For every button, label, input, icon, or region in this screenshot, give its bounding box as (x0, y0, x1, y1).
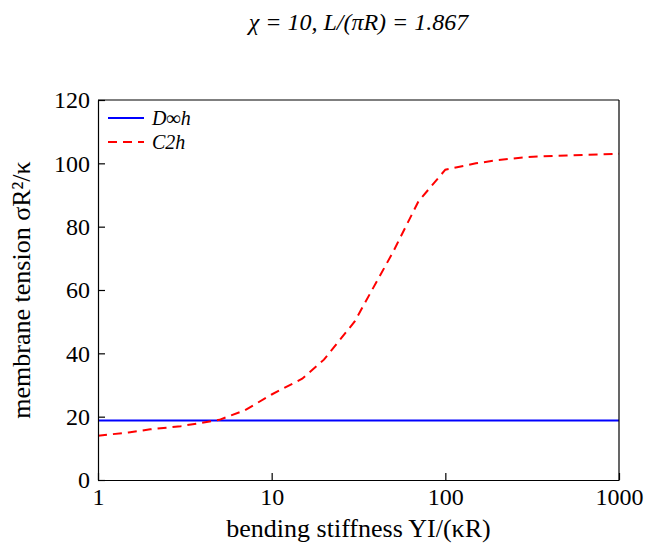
tick-mark (98, 480, 105, 481)
tick-mark (98, 353, 105, 354)
tick-label: 100 (54, 151, 90, 177)
title: χ = 10, L/(πR) = 1.867 (247, 9, 470, 35)
series-line (98, 154, 619, 436)
tick-label: 40 (66, 341, 90, 367)
plot: 1 10 100 1000 0 20 40 60 80 100 120 D∞hC2h (54, 87, 644, 510)
y-axis-title: membrane tension σR²/κ (7, 161, 36, 418)
tick-label: 60 (66, 277, 90, 303)
x-axis: 1 10 100 1000 (93, 473, 644, 510)
legend: D∞hC2h (108, 107, 191, 153)
y-axis: 0 20 40 60 80 100 120 (54, 87, 105, 493)
tick-label: 1 (93, 484, 105, 510)
x-axis-title: bending stiffness YI/(κR) (226, 514, 490, 543)
tick: 60 (66, 277, 105, 303)
tick: 120 (54, 87, 105, 113)
tick-label: 80 (66, 214, 90, 240)
tick-label: 100 (428, 484, 464, 510)
tick: 40 (66, 341, 105, 367)
legend-label: C2h (152, 131, 185, 153)
tick-mark (98, 290, 105, 291)
series-group (98, 154, 619, 436)
tick-label: 120 (54, 87, 90, 113)
axis-line (99, 480, 620, 481)
series-line (98, 419, 619, 421)
tick-mark (98, 227, 105, 228)
tick-mark (445, 473, 446, 480)
tick-label: 20 (66, 404, 90, 430)
tick-label: 10 (260, 484, 284, 510)
tick: 0 (78, 467, 105, 493)
legend-label: D∞h (151, 107, 191, 129)
frame (618, 100, 619, 480)
tick: 10 (260, 473, 284, 510)
frame (98, 99, 619, 100)
tick-mark (98, 163, 105, 164)
tick: 100 (428, 473, 464, 510)
legend-swatch (108, 117, 144, 119)
tick-label: 1000 (596, 484, 644, 510)
legend-swatch (108, 141, 144, 143)
tick-mark (98, 417, 105, 418)
tick: 20 (66, 404, 105, 430)
tick-mark (272, 473, 273, 480)
chart: 1 10 100 1000 0 20 40 60 80 100 120 D∞hC2h χ = 10, L… (0, 0, 655, 547)
tick: 80 (66, 214, 105, 240)
tick: 100 (54, 151, 105, 177)
tick-label: 0 (78, 467, 90, 493)
